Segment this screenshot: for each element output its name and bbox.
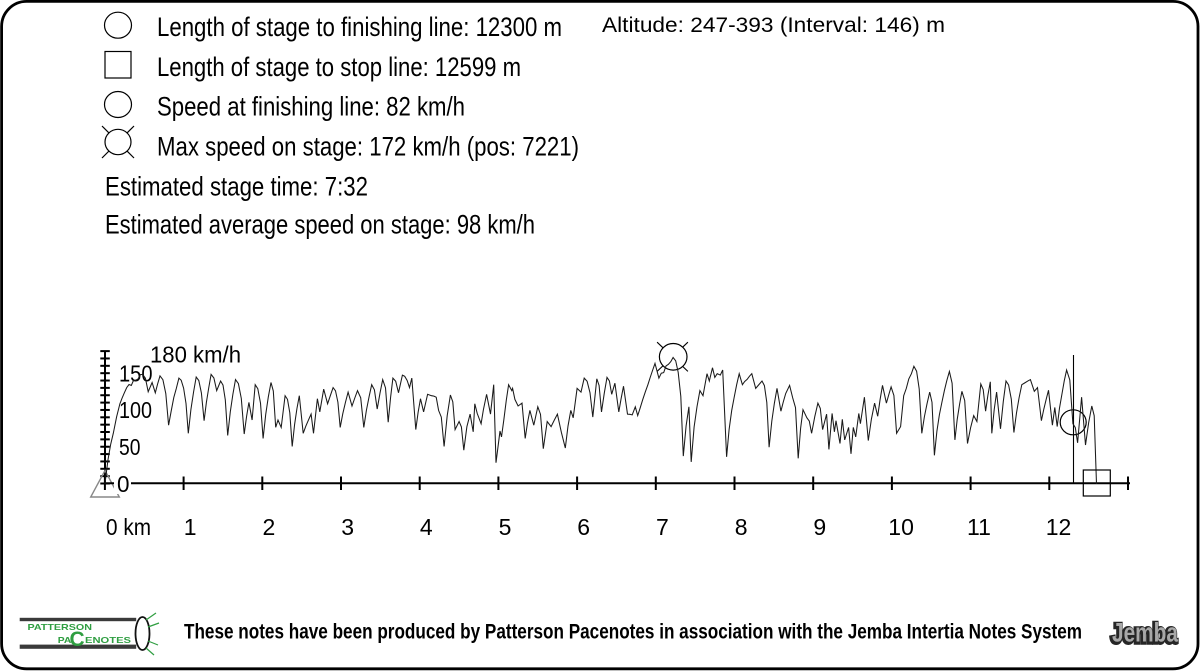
svg-text:Length of stage to stop line:: Length of stage to stop line: 12599 m xyxy=(157,52,521,82)
svg-text:PA: PA xyxy=(58,635,72,645)
svg-text:9: 9 xyxy=(813,514,826,540)
svg-text:3: 3 xyxy=(341,514,354,540)
svg-text:7: 7 xyxy=(656,514,669,540)
svg-text:C: C xyxy=(70,628,85,651)
svg-text:Jemba: Jemba xyxy=(1111,619,1178,649)
svg-text:Max speed on stage: 172 km/h (: Max speed on stage: 172 km/h (pos: 7221) xyxy=(157,132,579,162)
svg-text:Altitude: 247-393 (Interval: 1: Altitude: 247-393 (Interval: 146) m xyxy=(602,14,945,37)
svg-text:12: 12 xyxy=(1046,514,1072,540)
svg-text:8: 8 xyxy=(735,514,748,540)
svg-text:2: 2 xyxy=(263,514,276,540)
svg-text:These notes have been produced: These notes have been produced by Patter… xyxy=(184,621,1082,644)
svg-text:ENOTES: ENOTES xyxy=(85,635,131,645)
svg-text:6: 6 xyxy=(577,514,590,540)
svg-text:5: 5 xyxy=(499,514,512,540)
svg-text:0: 0 xyxy=(117,471,130,497)
svg-text:4: 4 xyxy=(420,514,433,540)
svg-text:PATTERSON: PATTERSON xyxy=(28,622,93,632)
svg-text:1: 1 xyxy=(184,514,197,540)
svg-text:10: 10 xyxy=(888,514,914,540)
svg-text:150: 150 xyxy=(119,360,153,386)
svg-text:Estimated average speed on sta: Estimated average speed on stage: 98 km/… xyxy=(105,210,535,240)
svg-text:100: 100 xyxy=(119,397,152,423)
svg-text:11: 11 xyxy=(967,514,991,540)
svg-text:Jemba: Jemba xyxy=(1112,618,1179,648)
svg-text:Length of stage to finishing l: Length of stage to finishing line: 12300… xyxy=(157,12,562,42)
svg-text:0 km: 0 km xyxy=(106,514,151,540)
svg-text:50: 50 xyxy=(119,434,141,460)
svg-text:Estimated stage time: 7:32: Estimated stage time: 7:32 xyxy=(105,172,368,202)
svg-text:Speed at finishing line: 82 km: Speed at finishing line: 82 km/h xyxy=(157,92,465,122)
svg-text:180 km/h: 180 km/h xyxy=(150,342,241,368)
